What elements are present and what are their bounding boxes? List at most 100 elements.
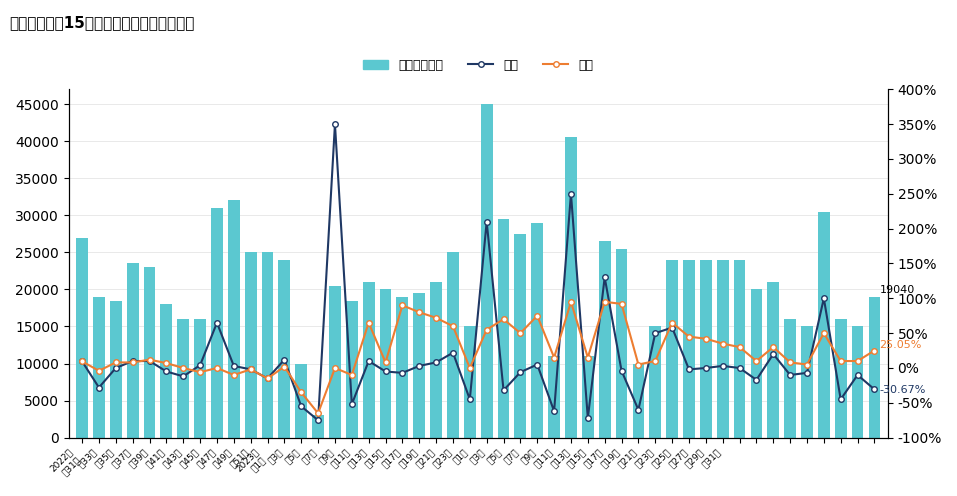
- Bar: [245, 252, 256, 437]
- 环比: [852, 372, 863, 378]
- Text: -30.67%: -30.67%: [879, 385, 925, 395]
- Bar: [261, 252, 274, 437]
- Bar: [77, 238, 88, 437]
- Bar: [126, 263, 139, 437]
- Bar: [396, 297, 409, 437]
- 环比: [633, 407, 644, 413]
- Bar: [447, 252, 458, 437]
- 环比: [835, 396, 846, 402]
- 环比: [363, 358, 374, 364]
- 同比: [329, 365, 341, 371]
- Bar: [666, 260, 678, 437]
- 环比: [818, 295, 830, 301]
- Bar: [750, 290, 763, 437]
- 环比: [582, 415, 593, 421]
- 环比: [768, 351, 779, 357]
- Line: 同比: 同比: [79, 299, 878, 416]
- 同比: [481, 327, 493, 333]
- 同比: [211, 365, 223, 371]
- Legend: 成交量（套）, 环比, 同比: 成交量（套）, 环比, 同比: [358, 54, 598, 77]
- 同比: [464, 365, 476, 371]
- Bar: [177, 319, 189, 437]
- 同比: [566, 299, 577, 305]
- 环比: [666, 324, 678, 330]
- Bar: [296, 364, 307, 437]
- 同比: [110, 360, 122, 366]
- 环比: [498, 387, 509, 393]
- 环比: [734, 365, 746, 371]
- 同比: [127, 360, 139, 366]
- Bar: [548, 356, 560, 437]
- Bar: [869, 297, 880, 437]
- 环比: [346, 401, 358, 407]
- Bar: [228, 200, 239, 437]
- Bar: [110, 301, 122, 437]
- 环比: [312, 417, 323, 423]
- 同比: [93, 368, 104, 374]
- Bar: [161, 304, 172, 437]
- 同比: [785, 360, 796, 366]
- 环比: [211, 320, 223, 326]
- 环比: [650, 330, 661, 336]
- 同比: [515, 330, 526, 336]
- 同比: [396, 303, 408, 309]
- 同比: [768, 344, 779, 350]
- 同比: [717, 341, 728, 347]
- 环比: [245, 367, 256, 372]
- 环比: [262, 375, 274, 381]
- 环比: [228, 363, 239, 369]
- 同比: [650, 358, 661, 364]
- 环比: [431, 360, 442, 366]
- Bar: [93, 297, 105, 437]
- 环比: [93, 384, 104, 390]
- 同比: [413, 310, 425, 315]
- Bar: [345, 301, 358, 437]
- Bar: [515, 234, 526, 437]
- 环比: [599, 274, 611, 280]
- 环比: [566, 191, 577, 197]
- 同比: [531, 313, 543, 319]
- Bar: [531, 223, 544, 437]
- 同比: [431, 315, 442, 321]
- 同比: [801, 362, 812, 368]
- 同比: [750, 358, 762, 364]
- 环比: [683, 367, 695, 372]
- 同比: [363, 320, 374, 326]
- 同比: [498, 316, 509, 322]
- 同比: [701, 336, 712, 342]
- 环比: [161, 369, 172, 374]
- 同比: [296, 389, 307, 395]
- 同比: [818, 330, 830, 336]
- Line: 环比: 环比: [79, 122, 878, 423]
- Bar: [363, 282, 374, 437]
- 同比: [312, 410, 323, 416]
- 环比: [801, 370, 812, 376]
- 环比: [413, 363, 425, 369]
- 同比: [447, 323, 458, 329]
- Bar: [599, 241, 611, 437]
- Bar: [144, 267, 155, 437]
- Text: 图：监测重点15城新建商品住宅成交量情况: 图：监测重点15城新建商品住宅成交量情况: [10, 15, 195, 30]
- 同比: [177, 365, 189, 371]
- 同比: [194, 369, 206, 375]
- 环比: [515, 369, 526, 375]
- 环比: [329, 121, 341, 127]
- 同比: [262, 375, 274, 381]
- Bar: [801, 326, 812, 437]
- 环比: [194, 362, 206, 368]
- Bar: [818, 212, 830, 437]
- 同比: [228, 372, 239, 378]
- Bar: [650, 326, 661, 437]
- 环比: [869, 386, 880, 392]
- Bar: [615, 248, 628, 437]
- 环比: [296, 403, 307, 409]
- 环比: [464, 396, 476, 402]
- 同比: [77, 359, 88, 365]
- 环比: [380, 369, 391, 374]
- Bar: [717, 260, 728, 437]
- Text: 25.05%: 25.05%: [879, 340, 922, 351]
- 环比: [77, 359, 88, 365]
- 环比: [177, 373, 189, 379]
- 同比: [245, 367, 256, 372]
- 同比: [683, 334, 695, 340]
